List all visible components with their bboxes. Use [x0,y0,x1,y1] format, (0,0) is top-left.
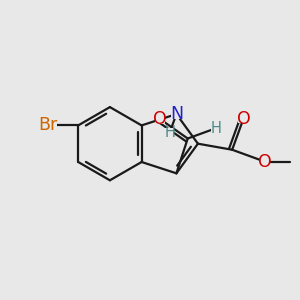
FancyBboxPatch shape [39,120,57,130]
FancyBboxPatch shape [171,109,182,119]
FancyBboxPatch shape [155,115,165,124]
FancyBboxPatch shape [165,128,174,136]
FancyBboxPatch shape [260,157,270,166]
Text: Br: Br [39,116,58,134]
Text: O: O [153,110,167,128]
Text: O: O [237,110,250,128]
Text: N: N [170,105,183,123]
FancyBboxPatch shape [212,124,220,132]
Text: H: H [211,121,221,136]
FancyBboxPatch shape [238,114,249,123]
Text: H: H [164,125,175,140]
Text: O: O [258,153,272,171]
